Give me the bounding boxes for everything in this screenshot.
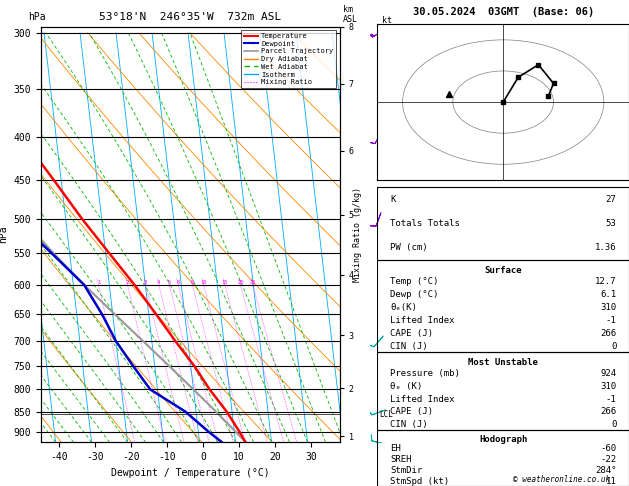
Text: 0: 0	[611, 342, 616, 351]
Text: θₑ (K): θₑ (K)	[390, 382, 422, 391]
Text: 284°: 284°	[595, 466, 616, 475]
Text: CAPE (J): CAPE (J)	[390, 407, 433, 416]
Text: 5: 5	[168, 280, 171, 285]
Text: Pressure (mb): Pressure (mb)	[390, 369, 460, 378]
Text: Lifted Index: Lifted Index	[390, 316, 455, 325]
Text: SREH: SREH	[390, 455, 411, 464]
Text: Surface: Surface	[484, 266, 522, 275]
Text: 310: 310	[600, 382, 616, 391]
Text: 266: 266	[600, 407, 616, 416]
Text: 53: 53	[606, 219, 616, 228]
Text: 20: 20	[237, 280, 243, 285]
Text: 10: 10	[201, 280, 207, 285]
Text: K: K	[390, 195, 396, 204]
Text: StmDir: StmDir	[390, 466, 422, 475]
Text: 4: 4	[157, 280, 160, 285]
X-axis label: Dewpoint / Temperature (°C): Dewpoint / Temperature (°C)	[111, 468, 270, 478]
Y-axis label: hPa: hPa	[0, 226, 8, 243]
Text: Lifted Index: Lifted Index	[390, 395, 455, 403]
Text: -60: -60	[600, 444, 616, 453]
Text: CIN (J): CIN (J)	[390, 342, 428, 351]
Text: CAPE (J): CAPE (J)	[390, 329, 433, 338]
Text: 310: 310	[600, 303, 616, 312]
Text: Most Unstable: Most Unstable	[468, 358, 538, 367]
Text: StmSpd (kt): StmSpd (kt)	[390, 477, 449, 486]
Text: 2: 2	[126, 280, 129, 285]
Text: hPa: hPa	[28, 12, 46, 22]
Text: Totals Totals: Totals Totals	[390, 219, 460, 228]
Text: PW (cm): PW (cm)	[390, 243, 428, 252]
Text: 0: 0	[611, 420, 616, 429]
Text: EH: EH	[390, 444, 401, 453]
Text: -22: -22	[600, 455, 616, 464]
Text: CIN (J): CIN (J)	[390, 420, 428, 429]
Text: 8: 8	[191, 280, 194, 285]
Text: Temp (°C): Temp (°C)	[390, 277, 438, 286]
Text: 30.05.2024  03GMT  (Base: 06): 30.05.2024 03GMT (Base: 06)	[413, 7, 594, 17]
Text: θₑ(K): θₑ(K)	[390, 303, 417, 312]
Text: 1.36: 1.36	[595, 243, 616, 252]
Text: 12.7: 12.7	[595, 277, 616, 286]
Text: 25: 25	[250, 280, 256, 285]
Text: 6.1: 6.1	[600, 290, 616, 299]
Legend: Temperature, Dewpoint, Parcel Trajectory, Dry Adiabat, Wet Adiabat, Isotherm, Mi: Temperature, Dewpoint, Parcel Trajectory…	[241, 30, 336, 88]
Text: 53°18'N  246°35'W  732m ASL: 53°18'N 246°35'W 732m ASL	[99, 12, 281, 22]
Text: 11: 11	[606, 477, 616, 486]
Text: 1: 1	[97, 280, 100, 285]
Text: LCL: LCL	[379, 410, 393, 419]
Text: km
ASL: km ASL	[343, 5, 358, 24]
Text: Hodograph: Hodograph	[479, 435, 527, 444]
Text: kt: kt	[382, 16, 392, 25]
Text: 924: 924	[600, 369, 616, 378]
Text: 6: 6	[177, 280, 180, 285]
Text: 3: 3	[144, 280, 147, 285]
Text: 27: 27	[606, 195, 616, 204]
Text: 15: 15	[221, 280, 228, 285]
Text: 266: 266	[600, 329, 616, 338]
Text: -1: -1	[606, 316, 616, 325]
Text: © weatheronline.co.uk: © weatheronline.co.uk	[513, 474, 610, 484]
Text: Dewp (°C): Dewp (°C)	[390, 290, 438, 299]
Text: Mixing Ratio (g/kg): Mixing Ratio (g/kg)	[353, 187, 362, 282]
Text: -1: -1	[606, 395, 616, 403]
